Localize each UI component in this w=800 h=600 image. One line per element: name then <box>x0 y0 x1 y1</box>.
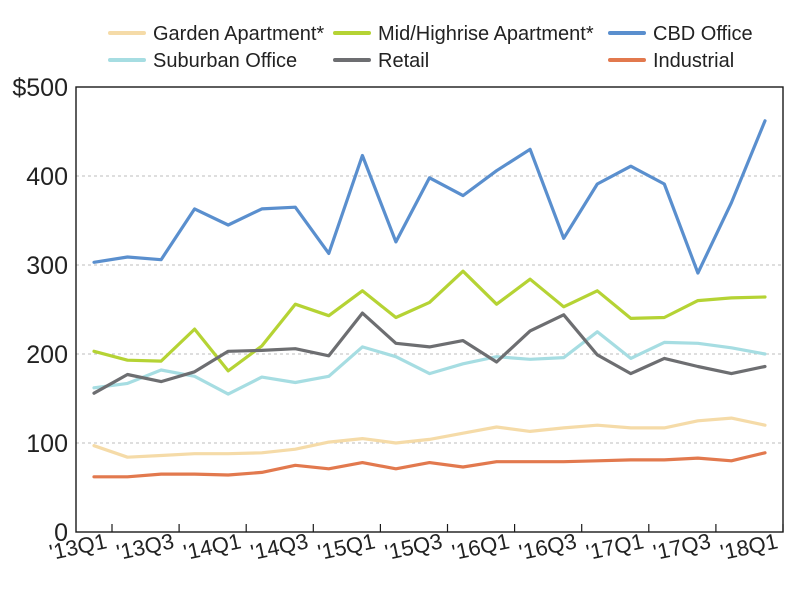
series-line-suburban-office <box>92 330 767 396</box>
x-tick-label: '17Q1 <box>584 528 646 565</box>
legend-item-cbd-office: CBD Office <box>608 23 753 45</box>
legend-item-industrial: Industrial <box>608 50 734 72</box>
x-tick-label: '17Q3 <box>651 528 713 565</box>
y-axis-tick-labels: 0 100 200 300 400 $500 <box>12 74 68 547</box>
legend-label: Garden Apartment* <box>153 23 324 45</box>
y-tick-label: 300 <box>26 252 68 280</box>
series-line-retail <box>92 311 767 395</box>
legend-item-suburban-office: Suburban Office <box>108 50 297 72</box>
chart-gridlines <box>76 175 783 444</box>
x-tick-label: '14Q3 <box>248 528 310 565</box>
legend-item-mid-highrise-apartment: Mid/Highrise Apartment* <box>333 23 594 45</box>
y-tick-label: 100 <box>26 430 68 458</box>
series-line-mid-highrise-apartment <box>92 269 767 373</box>
legend-item-retail: Retail <box>333 50 429 72</box>
series-line-garden-apartment <box>92 416 767 459</box>
legend-label: Retail <box>378 50 429 72</box>
y-tick-label: $500 <box>12 74 68 102</box>
chart-legend: Garden Apartment* Mid/Highrise Apartment*… <box>108 23 753 72</box>
chart-series-lines <box>92 119 767 479</box>
x-tick-label: '15Q1 <box>315 528 377 565</box>
legend-label: CBD Office <box>653 23 753 45</box>
x-tick-label: '13Q3 <box>114 528 176 565</box>
legend-label: Industrial <box>653 50 734 72</box>
legend-item-garden-apartment: Garden Apartment* <box>108 23 324 45</box>
y-tick-label: 400 <box>26 163 68 191</box>
x-tick-label: '14Q1 <box>181 528 243 565</box>
x-tick-label: '16Q1 <box>450 528 512 565</box>
plot-frame <box>75 86 784 533</box>
legend-label: Mid/Highrise Apartment* <box>378 23 594 45</box>
legend-label: Suburban Office <box>153 50 297 72</box>
x-tick-label: '15Q3 <box>383 528 445 565</box>
x-tick-label: '16Q3 <box>517 528 579 565</box>
series-line-cbd-office <box>92 119 767 275</box>
y-tick-label: 200 <box>26 341 68 369</box>
y-tick-label: 0 <box>54 519 68 547</box>
series-line-industrial <box>92 451 767 479</box>
x-axis-ticks <box>111 524 784 532</box>
x-axis-tick-labels: '13Q1'13Q3'14Q1'14Q3'15Q1'15Q3'16Q1'16Q3… <box>47 528 780 565</box>
x-tick-label: '18Q1 <box>718 528 780 565</box>
